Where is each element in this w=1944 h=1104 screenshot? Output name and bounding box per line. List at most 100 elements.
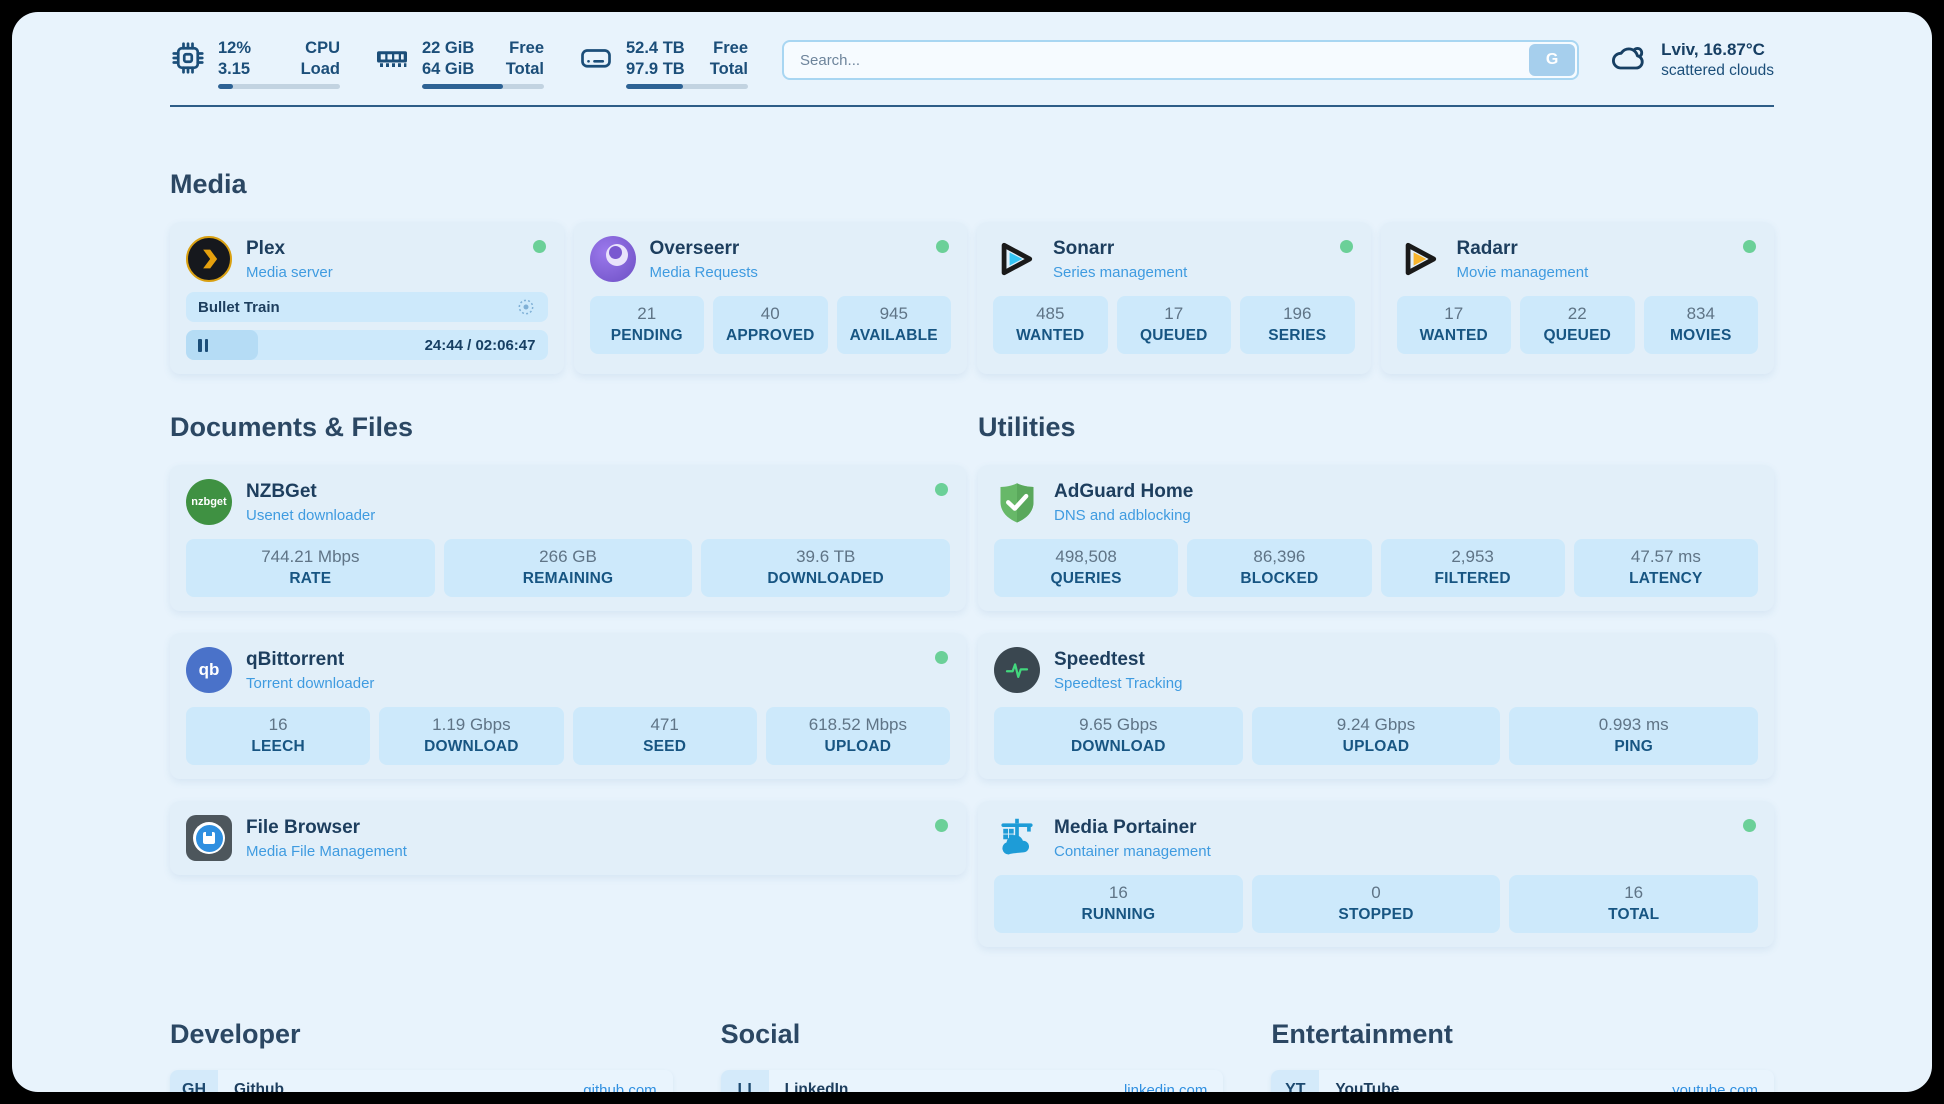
app-card-qbittorrent: qb qBittorrent Torrent downloader 16 LEEC… — [170, 633, 966, 780]
app-link-portainer[interactable]: Media Portainer Container management — [994, 815, 1211, 861]
section-title-documents: Documents & Files — [170, 412, 414, 443]
ram-icon — [377, 51, 407, 67]
disk-total: 97.9 TB — [626, 60, 685, 79]
search-engine-button[interactable]: G — [1529, 44, 1576, 76]
section-title-social: Social — [720, 1019, 801, 1050]
app-name: qBittorrent — [246, 648, 345, 670]
cpu-label-1: CPU — [305, 39, 340, 57]
link-url[interactable]: linkedin.com — [1123, 1081, 1208, 1092]
app-name: NZBGet — [246, 480, 317, 502]
stats-row: 498,508 QUERIES 86,396 BLOCKED 2,953 FILTER… — [994, 539, 1758, 598]
link-badge: LI — [720, 1070, 769, 1092]
link-url[interactable]: youtube.com — [1672, 1081, 1758, 1092]
stats-row: 485 WANTED 17 QUEUED 196 SERIES — [993, 296, 1355, 355]
ram-total: 64 GiB — [422, 60, 475, 79]
status-dot — [1743, 240, 1756, 254]
cpu-progress-bar — [218, 84, 340, 90]
app-name: File Browser — [246, 816, 361, 838]
app-link-overseerr[interactable]: Overseerr Media Requests — [589, 236, 758, 283]
app-link-sonarr[interactable]: Sonarr Series management — [993, 236, 1187, 282]
stat-download: 9.65 Gbps DOWNLOAD — [994, 707, 1243, 766]
app-card-adguard: AdGuard Home DNS and adblocking 498,508 Q… — [978, 465, 1774, 612]
app-subtitle: Speedtest Tracking — [1054, 674, 1183, 692]
ram-free: 22 GiB — [422, 39, 475, 57]
app-subtitle: DNS and adblocking — [1054, 506, 1191, 524]
sonarr-icon — [993, 236, 1039, 282]
app-link-adguard[interactable]: AdGuard Home DNS and adblocking — [994, 479, 1193, 525]
link-name: LinkedIn — [784, 1081, 849, 1092]
developer-section: Developer GH Github github.com SO StackO… — [170, 1019, 673, 1092]
ram-label-2: Total — [505, 60, 544, 79]
cpu-percent: 12% — [218, 39, 252, 57]
disk-free: 52.4 TB — [626, 39, 685, 57]
header-divider — [170, 105, 1774, 108]
app-link-plex[interactable]: Plex Media server — [186, 236, 333, 283]
status-dot — [935, 819, 948, 833]
weather-widget: Lviv, 16.87°C scattered clouds — [1609, 40, 1774, 80]
disk-label-2: Total — [709, 60, 748, 79]
link-row-linkedin[interactable]: LI LinkedIn linkedin.com — [720, 1070, 1224, 1092]
pause-icon[interactable] — [198, 338, 208, 352]
playback-progress-row: 24:44 / 02:06:47 — [186, 330, 548, 361]
app-link-filebrowser[interactable]: File Browser Media File Management — [186, 815, 407, 862]
disk-progress-bar — [626, 84, 748, 90]
status-dot — [532, 240, 546, 254]
stat-rate: 744.21 Mbps RATE — [186, 539, 435, 598]
disk-icon — [581, 49, 611, 68]
ram-label-1: Free — [509, 39, 544, 57]
playback-progress-fill — [186, 330, 259, 361]
stat-upload: 618.52 Mbps UPLOAD — [765, 707, 950, 766]
link-row-github[interactable]: GH Github github.com — [170, 1070, 673, 1092]
stat-wanted: 485 WANTED — [993, 296, 1108, 355]
link-url[interactable]: github.com — [583, 1081, 657, 1092]
stat-pending: 21 PENDING — [589, 296, 704, 355]
speedtest-icon — [994, 647, 1040, 694]
app-link-speedtest[interactable]: Speedtest Speedtest Tracking — [994, 647, 1183, 694]
stat-movies: 834 MOVIES — [1643, 296, 1758, 355]
utilities-column: Utilities AdGuard Home — [978, 412, 1774, 948]
stat-blocked: 86,396 BLOCKED — [1187, 539, 1372, 598]
app-card-radarr: Radarr Movie management 17 WANTED 22 QUEUE… — [1380, 222, 1774, 375]
cpu-widget: 12% 3.15 CPU Load — [170, 38, 340, 90]
app-card-overseerr: Overseerr Media Requests 21 PENDING 40 APP… — [573, 222, 967, 375]
stats-row: 21 PENDING 40 APPROVED 945 AVAILABLE — [589, 296, 951, 355]
app-name: Speedtest — [1054, 648, 1145, 670]
app-subtitle: Media server — [246, 263, 333, 281]
link-badge: GH — [170, 1070, 218, 1092]
stat-queries: 498,508 QUERIES — [994, 539, 1179, 598]
cpu-load-avg: 3.15 — [218, 60, 251, 79]
stat-download: 1.19 Gbps DOWNLOAD — [379, 707, 564, 766]
search-input[interactable] — [782, 40, 1580, 80]
app-card-filebrowser: File Browser Media File Management — [170, 801, 966, 876]
app-card-portainer: Media Portainer Container management 16 R… — [978, 801, 1774, 948]
top-bar: 12% 3.15 CPU Load 22 GiB 64 GiB — [170, 38, 1774, 90]
stat-ping: 0.993 ms PING — [1509, 707, 1759, 766]
ram-widget: 22 GiB 64 GiB Free Total — [374, 38, 544, 90]
app-link-radarr[interactable]: Radarr Movie management — [1397, 236, 1588, 282]
stats-row: 16 RUNNING 0 STOPPED 16 TOTAL — [994, 875, 1759, 934]
now-playing-title: Bullet Train — [198, 298, 280, 316]
app-subtitle: Torrent downloader — [246, 674, 375, 692]
qbittorrent-icon: qb — [186, 647, 232, 694]
section-title-utilities: Utilities — [978, 412, 1076, 443]
app-link-qbittorrent[interactable]: qb qBittorrent Torrent downloader — [186, 647, 375, 694]
app-name: Sonarr — [1053, 237, 1115, 259]
dashboard-panel: 12% 3.15 CPU Load 22 GiB 64 GiB — [12, 12, 1932, 1092]
system-metrics: 12% 3.15 CPU Load 22 GiB 64 GiB — [170, 38, 748, 90]
session-target-icon — [518, 299, 533, 315]
stats-row: 16 LEECH 1.19 Gbps DOWNLOAD 471 SEED 618.52… — [186, 707, 950, 766]
app-card-speedtest: Speedtest Speedtest Tracking 9.65 Gbps DO… — [978, 633, 1774, 780]
link-row-youtube[interactable]: YT YouTube youtube.com — [1271, 1070, 1774, 1092]
stat-stopped: 0 STOPPED — [1251, 875, 1501, 934]
playback-time: 24:44 / 02:06:47 — [424, 336, 536, 354]
app-link-nzbget[interactable]: nzbget NZBGet Usenet downloader — [186, 479, 375, 526]
app-card-plex: Plex Media server Bullet Train 24:44 / 0… — [170, 222, 564, 375]
overseerr-icon — [589, 236, 636, 283]
now-playing-row: Bullet Train — [186, 292, 548, 323]
section-title-entertainment: Entertainment — [1271, 1019, 1453, 1050]
stat-latency: 47.57 ms LATENCY — [1573, 539, 1758, 598]
status-dot — [936, 240, 949, 254]
stat-queued: 17 QUEUED — [1116, 296, 1231, 355]
cpu-label-2: Load — [300, 60, 340, 79]
plex-icon — [186, 236, 232, 283]
